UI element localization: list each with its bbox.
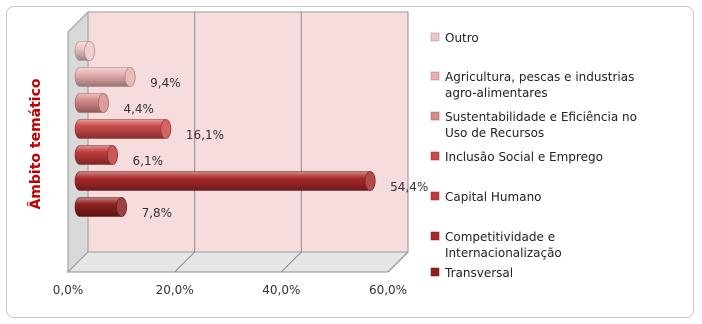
bar-cap — [98, 93, 109, 113]
bar — [74, 171, 376, 191]
bar-cap — [107, 145, 118, 165]
x-tick-label: 40,0% — [262, 283, 300, 297]
bar-cap — [364, 171, 376, 191]
legend-swatch — [430, 71, 440, 81]
gridline-floor — [280, 251, 302, 273]
data-label: 7,8% — [142, 206, 173, 220]
legend-label: Capital Humano — [445, 190, 542, 204]
gridline-floor — [174, 251, 196, 273]
x-tick-label: 60,0% — [369, 283, 407, 297]
data-label: 9,4% — [150, 76, 181, 90]
legend-swatch — [430, 111, 440, 121]
legend-swatch — [430, 151, 440, 161]
bar-chart: 0,0% 20,0% 40,0% 60,0% Âmbito temático 9,4% 4,… — [27, 10, 637, 297]
plot-floor — [66, 251, 410, 273]
legend-label: Outro — [445, 31, 479, 45]
legend-label: agro-alimentares — [445, 86, 548, 100]
data-label: 16,1% — [186, 128, 224, 142]
legend-label: Internacionalização — [445, 246, 562, 260]
legend-swatch — [430, 231, 440, 241]
legend-label: Uso de Recursos — [445, 126, 544, 140]
bar-cap — [116, 197, 127, 217]
legend-label: Inclusão Social e Emprego — [445, 150, 603, 164]
legend-label: Transversal — [444, 266, 513, 280]
bar — [74, 119, 172, 139]
data-label: 4,4% — [123, 102, 154, 116]
legend-swatch — [430, 191, 440, 201]
legend-label: Sustentabilidade e Eficiência no — [445, 110, 637, 124]
x-tick-label: 20,0% — [156, 283, 194, 297]
bar-cap — [160, 119, 172, 139]
y-axis-title: Âmbito temático — [27, 78, 44, 209]
bar-cap — [124, 67, 136, 87]
legend-label: Competitividade e — [445, 230, 555, 244]
legend-swatch — [430, 32, 440, 42]
bar-cap — [84, 41, 95, 61]
x-tick-label: 0,0% — [53, 283, 84, 297]
gridline-floor — [387, 251, 409, 273]
legend-label: Agricultura, pescas e industrias — [445, 70, 634, 84]
data-label: 54,4% — [390, 180, 428, 194]
data-label: 6,1% — [133, 154, 164, 168]
chart-frame: 0,0% 20,0% 40,0% 60,0% Âmbito temático 9,4% 4,… — [6, 6, 694, 318]
legend-swatch — [430, 267, 440, 277]
